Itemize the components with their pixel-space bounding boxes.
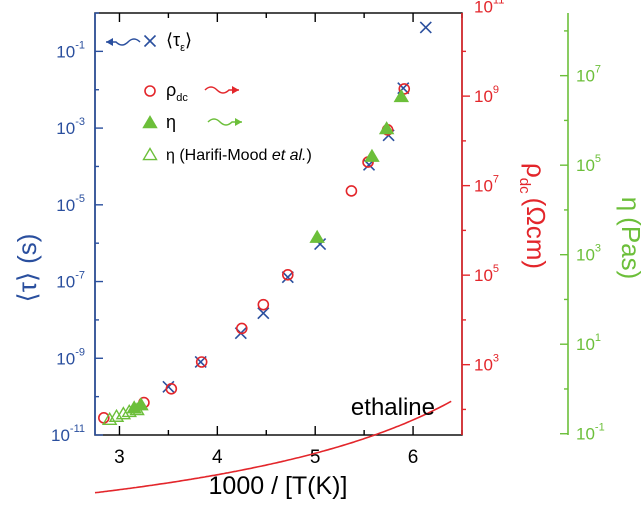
legend-marker-triangle-open: [142, 147, 158, 161]
viscosity-tick-label: 10-1: [576, 422, 605, 444]
data-point-circle: [257, 298, 270, 311]
x-tick-label: 4: [212, 447, 223, 468]
resistivity-label-unit: (Ωcm): [521, 198, 551, 269]
data-point-circle: [195, 356, 208, 368]
data-point-triangle-open: [101, 411, 118, 425]
plot-frame: [94, 12, 463, 436]
resistivity-tick-label: 109: [474, 84, 499, 106]
left-axis-label-symbol: ⟨τ⟩: [12, 272, 42, 303]
viscosity-label-symbol: η: [616, 197, 643, 211]
data-point-cross: [281, 271, 294, 284]
data-point-cross: [257, 307, 270, 320]
viscosity-tick-label: 105: [576, 153, 601, 175]
left-axis-label-unit: (s): [12, 234, 42, 264]
right-axis-label-resistivity: ρdc (Ωcm): [516, 163, 551, 269]
right-axis-label-viscosity: η (Pas): [616, 197, 643, 280]
legend-arrow-icon: [204, 86, 239, 94]
right-axis-ticks-resistivity: 1011 109 107 105 103: [462, 0, 504, 411]
legend-label: η (Harifi-Mood et al.): [166, 147, 312, 164]
data-point-triangle-open: [115, 406, 132, 420]
data-point-cross: [162, 380, 175, 393]
legend: ⟨τε⟩ ρdc η η (Harifi-Mood et al.): [106, 30, 312, 164]
resistivity-tick-label: 107: [474, 174, 499, 196]
resistivity-label-symbol: ρ: [521, 163, 551, 178]
legend-marker-triangle-filled: [142, 115, 158, 129]
data-point-circle: [398, 83, 411, 95]
resistivity-tick-label: 105: [474, 263, 499, 285]
data-point-circle: [345, 185, 358, 197]
viscosity-tick-label: 107: [576, 64, 601, 86]
data-point-circle: [236, 322, 248, 335]
resistivity-tick-label: 103: [474, 353, 499, 375]
legend-item: η (Harifi-Mood et al.): [142, 147, 312, 164]
viscosity-tick-label: 101: [576, 332, 601, 354]
legend-item: η: [142, 112, 176, 132]
left-tick-label: 10-5: [56, 193, 85, 215]
legend-item: ρdc: [144, 80, 188, 104]
data-point-cross: [419, 21, 432, 34]
legend-label: η: [166, 112, 176, 132]
left-axis-label: ⟨τ⟩ (s): [12, 234, 42, 303]
left-tick-label: 10-7: [56, 270, 85, 292]
legend-arrow-icon: [106, 38, 141, 46]
data-point-triangle-filled: [309, 229, 325, 243]
legend-label: ρdc: [166, 80, 188, 104]
legend-label: ⟨τε⟩: [166, 30, 192, 54]
data-points: [98, 21, 432, 425]
data-point-triangle-filled: [393, 89, 410, 103]
left-tick-label: 10-3: [56, 116, 85, 138]
resistivity-tick-label: 1011: [474, 0, 504, 17]
left-tick-label: 10-11: [51, 423, 85, 445]
data-point-triangle-filled: [378, 121, 395, 135]
viscosity-tick-label: 103: [576, 243, 601, 265]
left-tick-label: 10-1: [56, 39, 85, 61]
data-point-triangle-open: [108, 408, 125, 422]
x-tick-label: 5: [310, 447, 321, 468]
data-point-triangle-filled: [364, 148, 380, 162]
x-tick-label: 3: [114, 447, 125, 468]
data-point-circle: [165, 383, 178, 395]
x-tick-label: 6: [408, 447, 419, 468]
x-axis-label: 1000 / [T(K)]: [209, 472, 348, 500]
legend-arrow-icon: [207, 118, 242, 126]
legend-marker-cross: [143, 34, 157, 48]
legend-item: ⟨τε⟩: [143, 30, 192, 54]
left-tick-label: 10-9: [56, 346, 85, 368]
viscosity-label-unit: (Pas): [616, 217, 643, 279]
resistivity-label-subscript: dc: [516, 178, 533, 194]
data-point-circle: [281, 268, 294, 281]
right-axis-ticks-viscosity: 107 105 103 101 10-1: [560, 30, 605, 444]
data-point-triangle-open: [129, 402, 145, 416]
legend-marker-circle: [144, 85, 156, 97]
chart-annotation: ethaline: [351, 394, 435, 421]
left-axis-ticks: 10-1 10-3 10-5 10-7 10-9 10-11: [51, 12, 103, 445]
x-axis: 3 4 5 6: [114, 13, 463, 468]
fit-curve: [94, 400, 452, 494]
